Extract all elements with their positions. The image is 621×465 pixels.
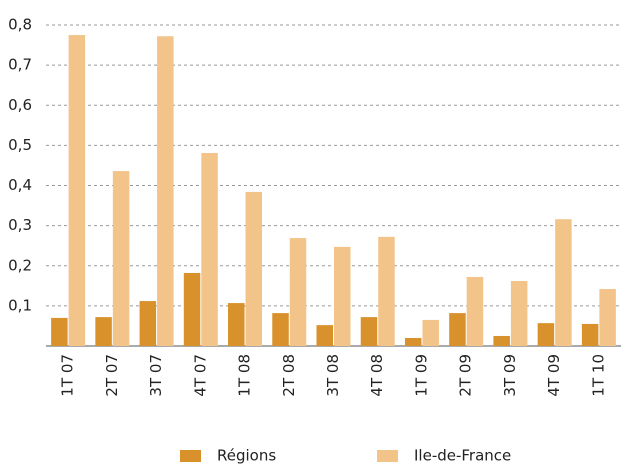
y-tick-label: 0,4 (8, 176, 32, 194)
y-tick-label: 0,2 (8, 256, 32, 274)
bar (316, 325, 333, 346)
legend-label: Ile-de-France (414, 447, 511, 465)
legend-swatch (180, 450, 201, 462)
bar (404, 337, 422, 346)
y-tick-label: 0,1 (8, 296, 32, 314)
bar (360, 317, 378, 346)
bar (68, 35, 86, 346)
x-tick-label: 4T 09 (545, 354, 563, 397)
bar (95, 317, 112, 346)
y-tick-label: 0,5 (8, 136, 32, 154)
bar (245, 191, 263, 346)
x-tick-label: 4T 08 (368, 354, 386, 397)
bar (139, 301, 157, 346)
bar (183, 272, 201, 346)
bar (51, 317, 68, 346)
bar (378, 236, 395, 346)
bar (228, 303, 245, 346)
x-tick-label: 1T 09 (412, 354, 430, 397)
bar (510, 280, 528, 346)
x-tick-label: 3T 07 (147, 354, 165, 397)
x-tick-label: 2T 09 (457, 354, 475, 397)
bar (555, 219, 572, 346)
bar (466, 276, 484, 346)
bar (599, 289, 616, 346)
bar (272, 313, 289, 346)
bar (422, 319, 439, 346)
legend-label: Régions (217, 447, 276, 465)
x-tick-label: 3T 09 (501, 354, 519, 397)
y-tick-label: 0,3 (8, 216, 32, 234)
bar (334, 246, 351, 346)
x-tick-label: 3T 08 (324, 354, 342, 397)
bar (289, 238, 307, 346)
bar (581, 323, 599, 346)
legend-swatch (377, 450, 398, 462)
x-tick-label: 1T 10 (589, 354, 607, 397)
x-tick-label: 1T 08 (236, 354, 254, 397)
bar (449, 313, 466, 346)
x-tick-label: 2T 07 (103, 354, 121, 397)
bar (201, 152, 218, 346)
bar (493, 335, 510, 346)
bar (157, 36, 174, 347)
y-tick-label: 0,7 (8, 56, 32, 74)
x-tick-label: 2T 08 (280, 354, 298, 397)
x-tick-label: 4T 07 (191, 354, 209, 397)
y-tick-label: 0,8 (8, 16, 32, 34)
y-tick-label: 0,6 (8, 96, 32, 114)
bar (537, 323, 555, 346)
bar (112, 171, 130, 346)
x-tick-label: 1T 07 (59, 354, 77, 397)
